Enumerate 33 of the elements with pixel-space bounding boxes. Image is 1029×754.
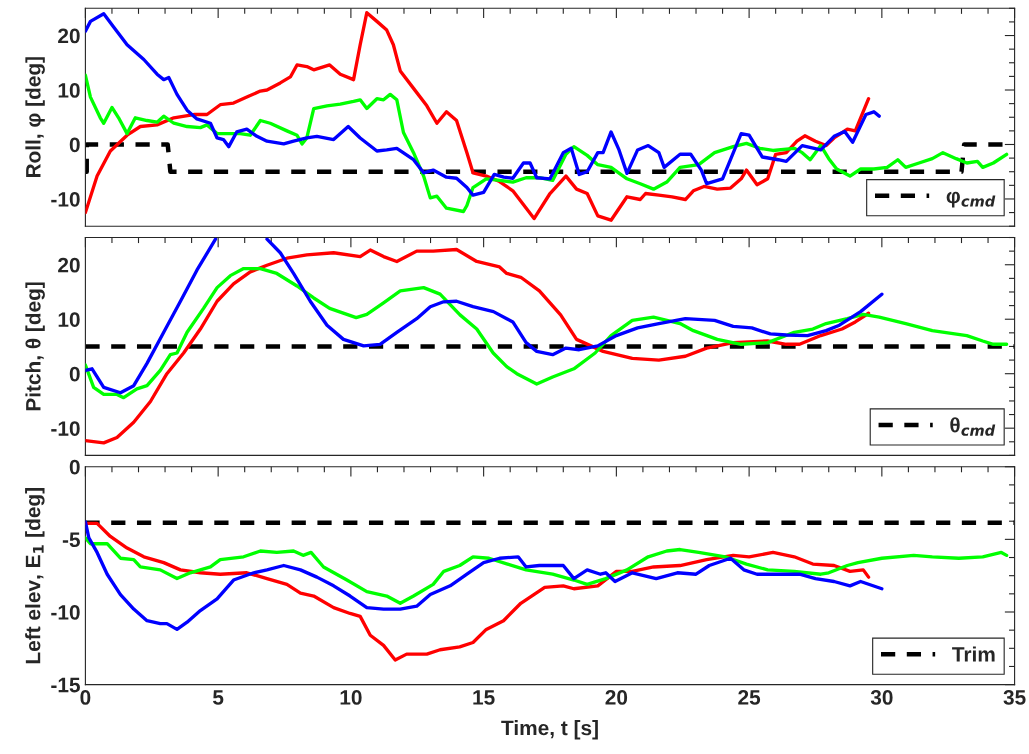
legend-label: φ$_{cmd}$ bbox=[946, 191, 996, 208]
y-tick-label: 0 bbox=[69, 137, 80, 153]
y-tick-label: -5 bbox=[62, 532, 80, 548]
legend-label: Trim bbox=[952, 646, 995, 662]
x-tick-label: 5 bbox=[213, 690, 224, 705]
y-tick-label: -10 bbox=[51, 605, 80, 620]
y-axis-title: Pitch, θ [deg] bbox=[25, 282, 45, 411]
y-tick-label: 10 bbox=[58, 83, 80, 98]
x-tick-label: 0 bbox=[80, 690, 91, 705]
y-tick-label: -10 bbox=[51, 191, 80, 207]
y-tick-label: 20 bbox=[58, 28, 80, 44]
y-tick-label: 20 bbox=[58, 257, 80, 273]
x-tick-label: 20 bbox=[605, 690, 628, 705]
y-tick-label: 0 bbox=[69, 366, 80, 382]
y-tick-label: -10 bbox=[51, 421, 80, 436]
y-axis-title: Roll, φ [deg] bbox=[25, 57, 45, 178]
x-tick-label: 15 bbox=[473, 690, 495, 705]
y-tick-label: 0 bbox=[69, 459, 80, 475]
x-tick-label: 30 bbox=[870, 690, 893, 705]
line-series bbox=[85, 536, 1009, 605]
line-series bbox=[85, 73, 1009, 214]
x-tick-label: 35 bbox=[1003, 690, 1026, 705]
y-tick-label: -15 bbox=[51, 677, 80, 693]
line-series bbox=[85, 247, 871, 445]
line-series bbox=[85, 520, 884, 632]
line-series bbox=[85, 266, 1009, 400]
y-axis-title: Left elev, E$_{1}$ [deg] bbox=[25, 488, 45, 664]
x-axis-title: Time, t [s] bbox=[501, 720, 598, 740]
legend-label: θ$_{cmd}$ bbox=[950, 417, 996, 436]
line-series bbox=[85, 521, 871, 662]
x-tick-label: 25 bbox=[738, 690, 761, 705]
y-tick-label: 10 bbox=[58, 312, 80, 327]
x-tick-label: 10 bbox=[340, 690, 362, 705]
